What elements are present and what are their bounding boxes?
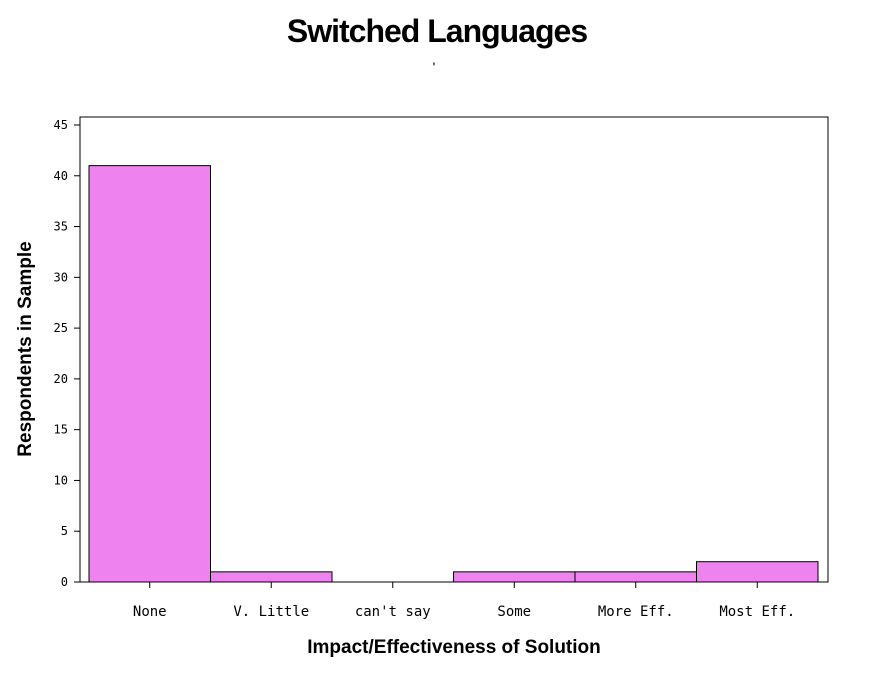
x-tick-label: More Eff. [598,604,674,620]
x-tick-label: Most Eff. [719,604,795,620]
x-tick-label: can't say [355,604,431,620]
x-tick-label: V. Little [233,604,309,620]
bar-4 [574,571,697,583]
y-tick-label: 20 [54,372,68,386]
y-tick-label: 5 [61,524,68,538]
bar-5 [696,561,819,583]
x-tick-label: Some [497,604,531,620]
x-axis: None V. Little can't say Some More Eff. Most … [133,582,795,620]
chart-title: Switched Languages [287,13,587,49]
y-tick-label: 10 [54,473,68,487]
y-tick-label: 25 [54,321,68,335]
bar-1 [210,571,333,583]
y-axis: 0 5 10 15 20 25 30 35 40 45 [54,118,80,589]
x-axis-title: Impact/Effectiveness of Solution [307,637,601,658]
y-tick-label: 30 [54,270,68,284]
y-tick-label: 15 [54,423,68,437]
y-tick-label: 0 [61,575,68,589]
x-tick-label: None [133,604,167,620]
y-tick-label: 40 [54,169,68,183]
y-tick-label: 45 [54,118,68,132]
y-axis-title: Respondents in Sample [15,241,36,456]
bar-0 [88,165,211,583]
chart-subtitle: ' [433,59,436,75]
y-tick-label: 35 [54,220,68,234]
bars-group [88,165,819,583]
bar-3 [453,571,576,583]
